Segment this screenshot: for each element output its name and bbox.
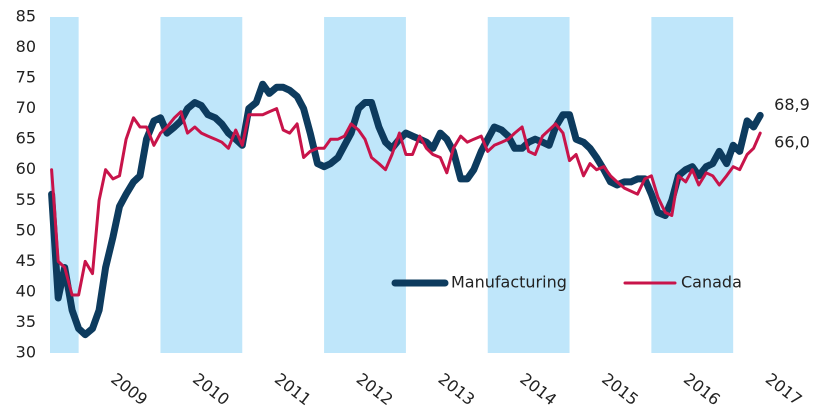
x-tick-label: 2014 xyxy=(516,369,560,409)
shaded-band xyxy=(160,17,243,353)
end-label: 66,0 xyxy=(774,133,810,152)
y-tick-label: 55 xyxy=(16,190,36,209)
y-tick-label: 30 xyxy=(16,343,36,362)
end-label: 68,9 xyxy=(774,95,810,114)
y-tick-label: 35 xyxy=(16,312,36,331)
y-tick-label: 80 xyxy=(16,37,36,56)
series-line xyxy=(50,107,762,297)
x-tick-label: 2010 xyxy=(189,369,233,409)
x-tick-label: 2017 xyxy=(762,369,806,409)
y-tick-label: 65 xyxy=(16,129,36,148)
x-tick-label: 2013 xyxy=(435,369,479,409)
shaded-band xyxy=(324,17,406,353)
y-tick-label: 85 xyxy=(16,7,36,26)
shaded-band xyxy=(50,17,79,353)
x-tick-label: 2015 xyxy=(598,369,642,409)
legend-label: Manufacturing xyxy=(451,273,567,292)
legend-label: Canada xyxy=(681,273,742,292)
y-tick-label: 60 xyxy=(16,159,36,178)
y-tick-label: 70 xyxy=(16,98,36,117)
x-tick-label: 2016 xyxy=(680,369,724,409)
y-tick-label: 45 xyxy=(16,251,36,270)
x-tick-label: 2009 xyxy=(107,369,151,409)
y-tick-label: 50 xyxy=(16,220,36,239)
series-line xyxy=(48,80,764,339)
y-tick-label: 75 xyxy=(16,68,36,87)
x-tick-label: 2012 xyxy=(353,369,397,409)
x-tick-label: 2011 xyxy=(271,369,315,409)
y-tick-label: 40 xyxy=(16,281,36,300)
shaded-band xyxy=(487,17,570,353)
